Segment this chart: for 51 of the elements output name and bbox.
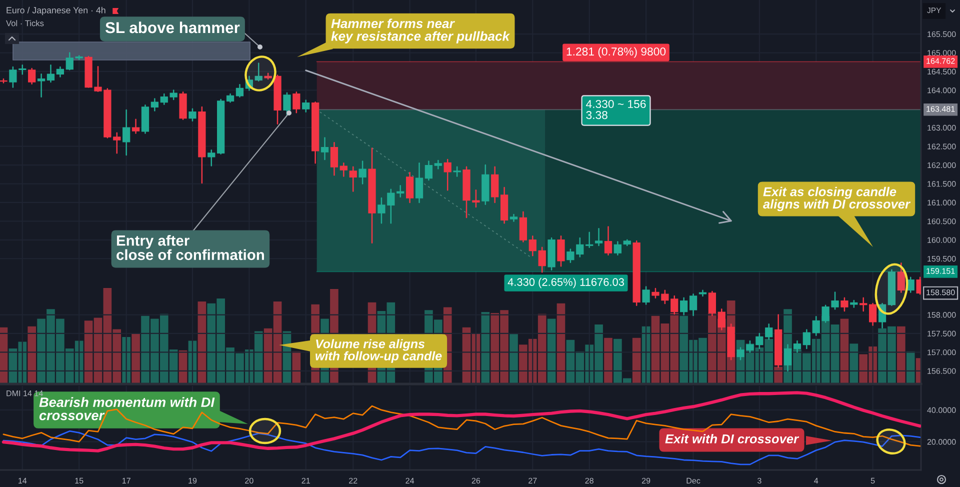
y-tick-label: 157.500 <box>928 330 956 336</box>
annotation: 4.330 ~ 156 3.38 <box>586 100 646 120</box>
y-tick-label: 164.000 <box>928 87 956 94</box>
annotation: Exit with DI crossover <box>665 434 800 444</box>
annotation: 158.580 <box>926 290 955 296</box>
text: Euro / Japanese Yen · 4h <box>6 6 106 16</box>
annotation: SL above hammer <box>105 22 240 34</box>
y-tick-label: 156.500 <box>928 368 956 374</box>
y-tick-label: 165.000 <box>928 50 956 56</box>
y-tick-label: 20.0000 <box>927 439 956 445</box>
x-tick-label: 5 <box>870 478 875 484</box>
y-tick-label: 157.000 <box>928 349 956 356</box>
annotation: Hammer forms near key resistance after pullback <box>331 18 510 44</box>
y-tick-label: 159.500 <box>928 256 956 262</box>
annotation: Volume rise aligns with follow-up candle <box>316 339 442 363</box>
x-tick-label: 22 <box>349 478 358 484</box>
x-tick-label: 26 <box>472 478 480 484</box>
x-tick-label: Dec <box>686 478 700 484</box>
x-tick-label: 28 <box>585 478 594 484</box>
annotation: Exit as closing candle aligns with DI crossover <box>763 186 911 212</box>
y-tick-label: 158.000 <box>928 312 956 318</box>
annotation: 4.330 (2.65%) 11676.03 <box>508 278 624 288</box>
y-tick-label: 164.500 <box>928 68 956 74</box>
x-tick-label: 21 <box>302 478 310 484</box>
y-tick-label: 162.000 <box>928 162 956 168</box>
ref-line-label: 164.762 <box>926 58 955 64</box>
x-tick-label: 15 <box>75 478 84 484</box>
x-tick-label: 29 <box>642 478 650 484</box>
x-tick-label: 20 <box>245 478 254 484</box>
x-tick-label: 14 <box>18 478 27 484</box>
y-tick-label: 160.500 <box>928 218 956 224</box>
x-tick-label: 4 <box>814 478 818 484</box>
y-tick-label: 161.500 <box>928 181 956 187</box>
y-tick-label: 162.500 <box>928 144 956 150</box>
y-tick-label: 160.000 <box>928 237 956 243</box>
chart-title: Vol · Ticks <box>6 20 44 26</box>
annotation: Entry after close of confirmation <box>116 235 264 260</box>
chart-title: DMI 14 14 <box>6 390 43 396</box>
ref-line-label: 163.481 <box>926 106 955 112</box>
y-tick-label: 40.0000 <box>927 407 956 413</box>
x-tick-label: 27 <box>528 478 537 484</box>
annotation: Bearish momentum with DI crossover <box>39 397 215 420</box>
x-tick-label: 24 <box>406 478 414 484</box>
y-tick-label: 165.500 <box>928 31 956 38</box>
ref-line-label: 159.151 <box>926 268 955 274</box>
x-tick-label: 17 <box>122 478 130 484</box>
annotation: 1.281 (0.78%) 9800 <box>566 47 666 58</box>
y-tick-label: 163.000 <box>928 124 956 131</box>
x-tick-label: 3 <box>757 478 762 484</box>
y-tick-label: 161.000 <box>928 200 956 206</box>
x-tick-label: 19 <box>188 478 197 484</box>
